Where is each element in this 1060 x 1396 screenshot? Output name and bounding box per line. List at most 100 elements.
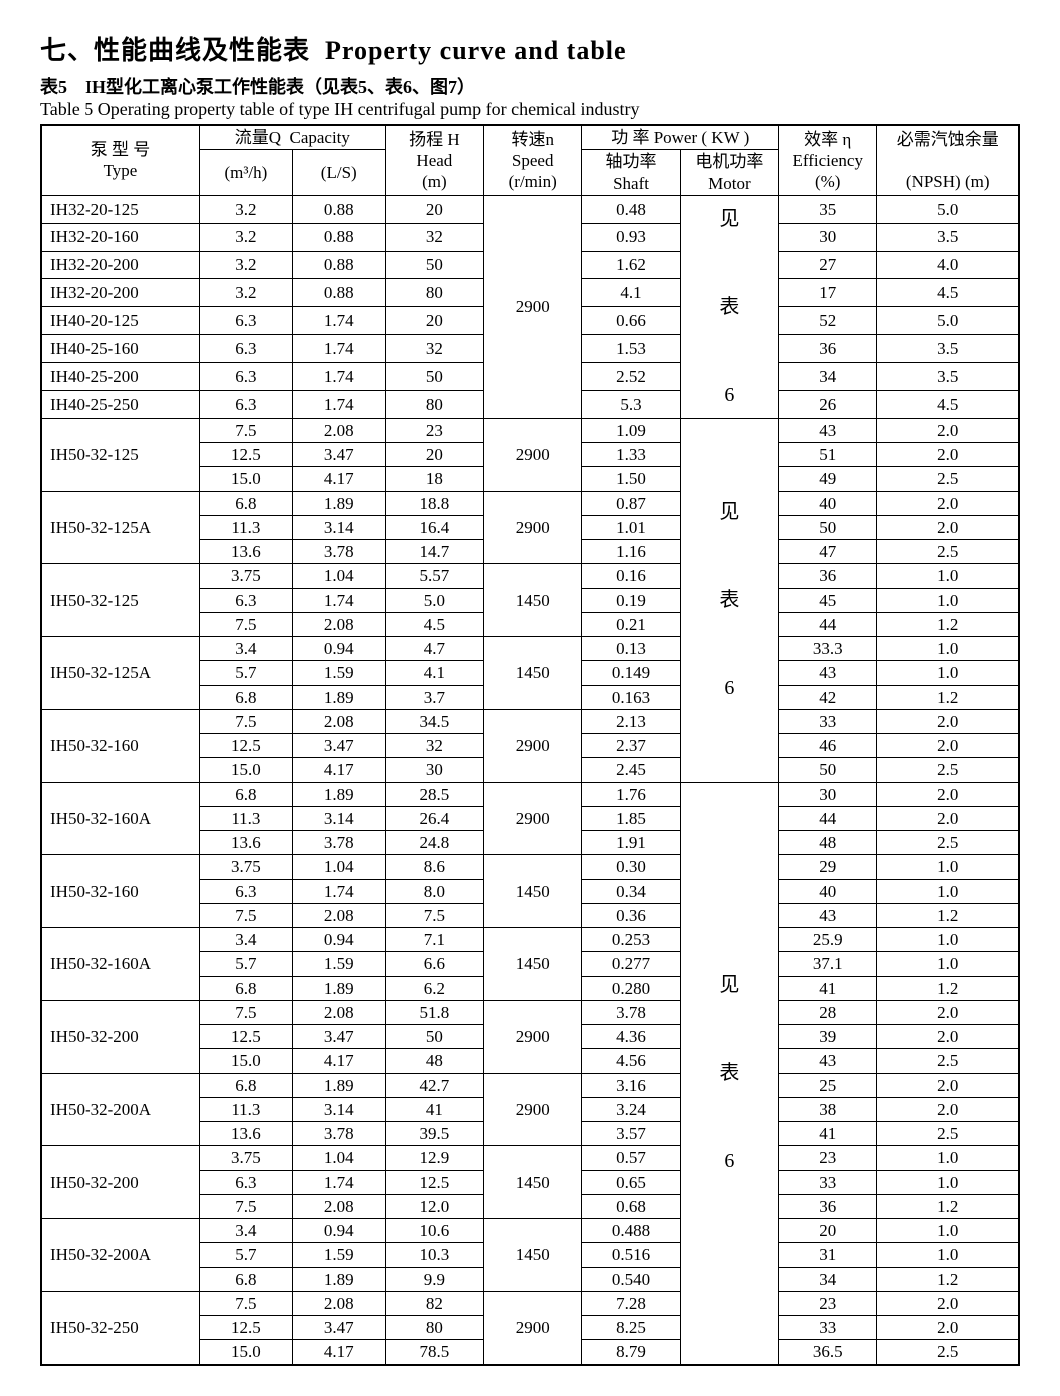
cell: 10.6 bbox=[385, 1219, 483, 1243]
cell: 2.5 bbox=[877, 831, 1019, 855]
hdr-shaft: 轴功率Shaft bbox=[582, 150, 680, 196]
cell: 7.1 bbox=[385, 928, 483, 952]
cell: 6.3 bbox=[199, 1170, 292, 1194]
cell: 2.0 bbox=[877, 443, 1019, 467]
cell: 39.5 bbox=[385, 1122, 483, 1146]
table-row: IH50-32-1603.751.048.614500.30291.0 bbox=[41, 855, 1019, 879]
cell: 5.0 bbox=[877, 195, 1019, 223]
table-row: IH50-32-2507.52.088229007.28232.0 bbox=[41, 1291, 1019, 1315]
speed-cell: 2900 bbox=[484, 1073, 582, 1146]
cell: 3.4 bbox=[199, 928, 292, 952]
cell: 1.2 bbox=[877, 685, 1019, 709]
cell: 50 bbox=[385, 363, 483, 391]
cell: 2.0 bbox=[877, 734, 1019, 758]
cell: 1.0 bbox=[877, 1219, 1019, 1243]
cell: 0.88 bbox=[292, 223, 385, 251]
cell: 18 bbox=[385, 467, 483, 491]
cell: 44 bbox=[779, 612, 877, 636]
table-row: IH50-32-1257.52.082329001.09见表6432.0 bbox=[41, 418, 1019, 442]
speed-cell: 1450 bbox=[484, 928, 582, 1001]
cell: 23 bbox=[779, 1146, 877, 1170]
cell: 1.62 bbox=[582, 251, 680, 279]
cell: 15.0 bbox=[199, 1340, 292, 1365]
cell: 8.6 bbox=[385, 855, 483, 879]
cell: 1.74 bbox=[292, 307, 385, 335]
table-row: IH32-20-1253.20.882029000.48见表6355.0 bbox=[41, 195, 1019, 223]
cell: 1.53 bbox=[582, 335, 680, 363]
cell: 6.2 bbox=[385, 976, 483, 1000]
cell: 25.9 bbox=[779, 928, 877, 952]
cell: 45 bbox=[779, 588, 877, 612]
cell: 7.5 bbox=[199, 709, 292, 733]
speed-cell: 1450 bbox=[484, 564, 582, 637]
cell: 37.1 bbox=[779, 952, 877, 976]
cell: 18.8 bbox=[385, 491, 483, 515]
cell: 0.163 bbox=[582, 685, 680, 709]
speed-cell: 1450 bbox=[484, 1146, 582, 1219]
type-cell: IH50-32-125 bbox=[41, 418, 199, 491]
cell: 3.5 bbox=[877, 335, 1019, 363]
cell: 4.17 bbox=[292, 467, 385, 491]
type-cell: IH50-32-200A bbox=[41, 1073, 199, 1146]
cell: 0.65 bbox=[582, 1170, 680, 1194]
type-cell: IH50-32-200 bbox=[41, 1146, 199, 1219]
cell: 1.0 bbox=[877, 879, 1019, 903]
cell: 12.9 bbox=[385, 1146, 483, 1170]
cell: 48 bbox=[385, 1049, 483, 1073]
cell: 0.94 bbox=[292, 928, 385, 952]
cell: 1.2 bbox=[877, 903, 1019, 927]
cell: 3.78 bbox=[292, 1122, 385, 1146]
type-cell: IH50-32-250 bbox=[41, 1291, 199, 1364]
cell: 25 bbox=[779, 1073, 877, 1097]
cell: 2.0 bbox=[877, 806, 1019, 830]
table-row: IH50-32-125A3.40.944.714500.1333.31.0 bbox=[41, 637, 1019, 661]
type-cell: IH40-20-125 bbox=[41, 307, 199, 335]
cell: 1.59 bbox=[292, 952, 385, 976]
cell: 36 bbox=[779, 564, 877, 588]
title-en: Property curve and table bbox=[325, 36, 627, 65]
cell: 80 bbox=[385, 279, 483, 307]
table-row: IH50-32-2003.751.0412.914500.57231.0 bbox=[41, 1146, 1019, 1170]
type-cell: IH32-20-200 bbox=[41, 251, 199, 279]
hdr-q2: (L/S) bbox=[292, 150, 385, 196]
cell: 6.3 bbox=[199, 390, 292, 418]
cell: 40 bbox=[779, 879, 877, 903]
cell: 5.7 bbox=[199, 661, 292, 685]
cell: 80 bbox=[385, 390, 483, 418]
cell: 2.5 bbox=[877, 467, 1019, 491]
cell: 4.1 bbox=[385, 661, 483, 685]
speed-cell: 2900 bbox=[484, 1000, 582, 1073]
type-cell: IH50-32-200A bbox=[41, 1219, 199, 1292]
subtitle-en: Table 5 Operating property table of type… bbox=[40, 99, 1020, 120]
cell: 11.3 bbox=[199, 806, 292, 830]
cell: 0.13 bbox=[582, 637, 680, 661]
type-cell: IH32-20-125 bbox=[41, 195, 199, 223]
cell: 7.5 bbox=[199, 1000, 292, 1024]
cell: 6.6 bbox=[385, 952, 483, 976]
cell: 43 bbox=[779, 1049, 877, 1073]
hdr-type: 泵 型 号Type bbox=[41, 125, 199, 195]
cell: 33.3 bbox=[779, 637, 877, 661]
cell: 3.4 bbox=[199, 637, 292, 661]
cell: 20 bbox=[385, 307, 483, 335]
cell: 1.04 bbox=[292, 1146, 385, 1170]
cell: 0.66 bbox=[582, 307, 680, 335]
cell: 1.89 bbox=[292, 491, 385, 515]
hdr-motor: 电机功率Motor bbox=[680, 150, 778, 196]
cell: 78.5 bbox=[385, 1340, 483, 1365]
type-cell: IH40-25-250 bbox=[41, 390, 199, 418]
cell: 12.5 bbox=[385, 1170, 483, 1194]
cell: 2.0 bbox=[877, 1097, 1019, 1121]
cell: 4.56 bbox=[582, 1049, 680, 1073]
cell: 3.2 bbox=[199, 195, 292, 223]
cell: 2.0 bbox=[877, 418, 1019, 442]
cell: 41 bbox=[385, 1097, 483, 1121]
cell: 42 bbox=[779, 685, 877, 709]
title-cn: 七、性能曲线及性能表 bbox=[40, 36, 310, 65]
cell: 13.6 bbox=[199, 831, 292, 855]
cell: 4.36 bbox=[582, 1025, 680, 1049]
cell: 34.5 bbox=[385, 709, 483, 733]
cell: 46 bbox=[779, 734, 877, 758]
cell: 1.89 bbox=[292, 782, 385, 806]
speed-cell: 2900 bbox=[484, 1291, 582, 1364]
